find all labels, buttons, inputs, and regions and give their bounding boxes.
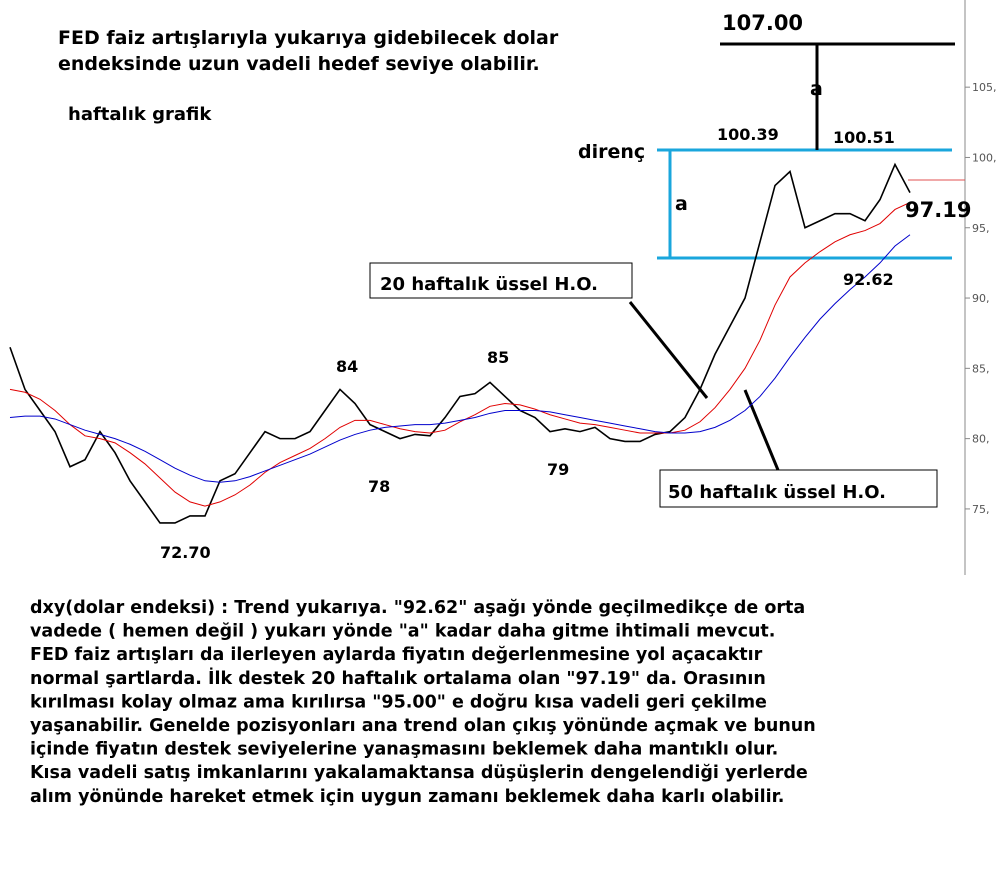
annotation: 85: [487, 348, 509, 367]
description-line: içinde fiyatın destek seviyelerine yanaş…: [30, 740, 778, 760]
annotation: 92.62: [843, 270, 894, 289]
ema50-box: [659, 469, 938, 508]
description-line: yaşanabilir. Genelde pozisyonları ana tr…: [30, 716, 816, 736]
y-tick-label: 80,: [972, 433, 990, 446]
description-line: kırılması kolay olmaz ama kırılırsa "95.…: [30, 692, 767, 712]
pointer: [628, 301, 709, 399]
ema20-box: [369, 262, 633, 299]
annotation: 107.00: [722, 11, 803, 35]
description-line: Kısa vadeli satış imkanlarını yakalamakt…: [30, 763, 808, 783]
annotation: direnç: [578, 141, 645, 163]
y-tick-label: 105,: [972, 81, 997, 94]
series-line: [9, 162, 911, 524]
y-tick-label: 100,: [972, 151, 997, 164]
title: endeksinde uzun vadeli hedef seviye olab…: [58, 53, 540, 75]
description-line: FED faiz artışları da ilerleyen aylarda …: [30, 645, 763, 665]
annotation: 84: [336, 357, 358, 376]
annotation: 78: [368, 477, 390, 496]
y-tick-label: 75,: [972, 503, 990, 516]
annotation: 100.51: [833, 128, 895, 147]
series-line: [9, 234, 911, 483]
annotation: 72.70: [160, 543, 211, 562]
pointer: [743, 389, 780, 471]
annotation: 79: [547, 460, 569, 479]
annotation: 100.39: [717, 125, 779, 144]
title: FED faiz artışlarıyla yukarıya gidebilec…: [58, 27, 559, 49]
y-tick-label: 90,: [972, 292, 990, 305]
annotation: a: [810, 78, 823, 100]
annotation: 20 haftalık üssel H.O.: [380, 274, 598, 295]
description-line: normal şartlarda. İlk destek 20 haftalık…: [30, 667, 766, 689]
annotation: 50 haftalık üssel H.O.: [668, 482, 886, 503]
plot: [9, 162, 911, 524]
description-line: dxy(dolar endeksi) : Trend yukarıya. "92…: [30, 598, 805, 618]
annotation: haftalık grafik: [68, 104, 212, 125]
series-line: [9, 201, 911, 507]
description-line: vadede ( hemen değil ) yukarı yönde "a" …: [30, 622, 775, 642]
y-tick-label: 85,: [972, 362, 990, 375]
y-tick-label: 95,: [972, 222, 990, 235]
annotation: a: [675, 193, 688, 215]
description-line: alım yönünde hareket etmek için uygun za…: [30, 787, 784, 807]
annotation: 97.19: [905, 198, 971, 222]
